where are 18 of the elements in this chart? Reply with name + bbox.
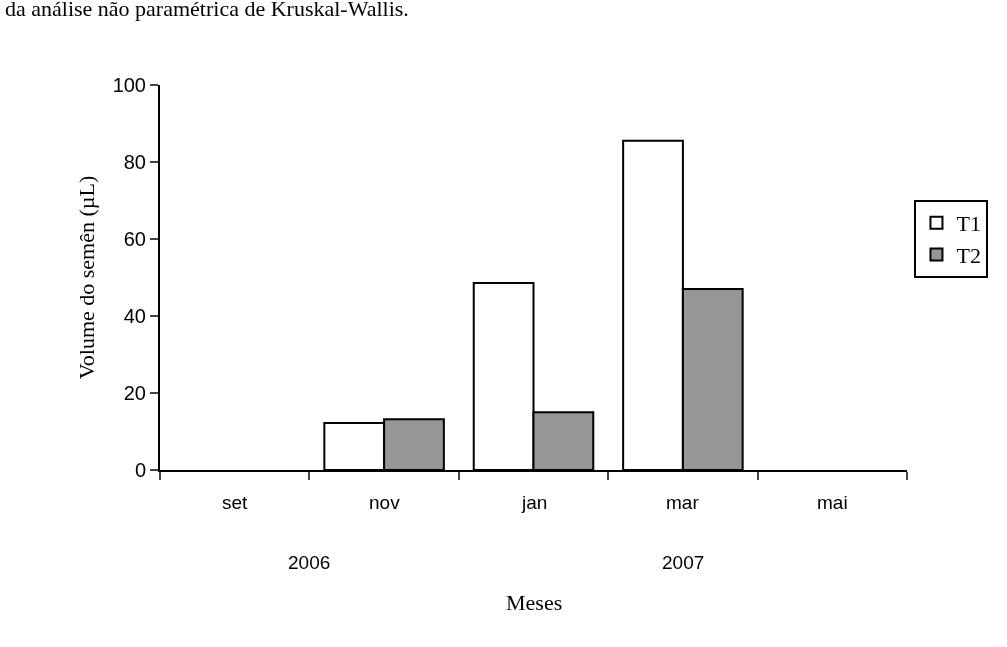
y-tick-label: 60: [123, 228, 146, 250]
legend-label: T1: [956, 211, 981, 237]
x-tick-label: mar: [666, 492, 700, 513]
x-tick-label: mai: [817, 492, 848, 513]
text: da análise não paramétrica de Kruskal-Wallis.: [5, 0, 409, 21]
x-tick-label: set: [222, 492, 249, 513]
y-tick-label: 0: [134, 459, 146, 481]
text: 2006: [288, 552, 331, 573]
legend-label: T2: [956, 242, 981, 268]
x-tick-label: nov: [369, 492, 401, 513]
y-tick-label: 80: [123, 151, 146, 173]
x-axis-title: Meses: [506, 590, 563, 615]
x-tick-label: jan: [521, 492, 548, 513]
text: 2007: [662, 552, 705, 573]
y-tick-label: 20: [123, 382, 146, 404]
y-tick-label: 100: [112, 74, 146, 96]
y-tick-label: 40: [123, 305, 146, 327]
y-axis-title: Volume do semên (µL): [73, 175, 99, 380]
